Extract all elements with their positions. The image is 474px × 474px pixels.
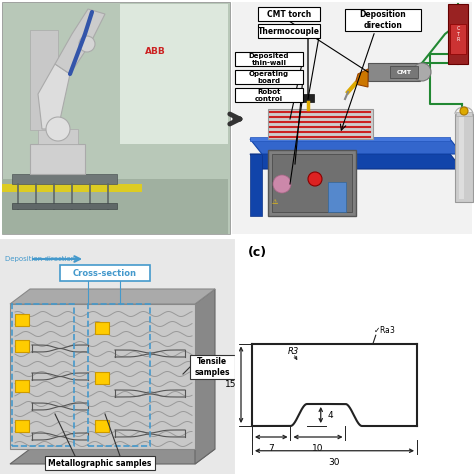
Text: 15: 15 xyxy=(225,380,237,389)
Bar xyxy=(95,322,109,334)
Polygon shape xyxy=(250,154,462,169)
Bar xyxy=(0,237,237,474)
Bar xyxy=(390,66,418,78)
Bar xyxy=(272,154,352,212)
Text: 10: 10 xyxy=(312,444,324,453)
Text: Metallographic samples: Metallographic samples xyxy=(48,458,152,467)
Polygon shape xyxy=(55,9,105,74)
Circle shape xyxy=(460,107,468,115)
Polygon shape xyxy=(10,289,215,304)
Circle shape xyxy=(413,63,431,81)
Bar xyxy=(302,94,314,102)
Bar xyxy=(268,109,373,139)
Text: C
T
R: C T R xyxy=(456,26,460,42)
Bar xyxy=(250,154,262,216)
Bar xyxy=(237,237,474,474)
Bar xyxy=(368,63,420,81)
Bar xyxy=(60,265,150,281)
Text: 7: 7 xyxy=(268,444,274,453)
Circle shape xyxy=(46,117,70,141)
Bar xyxy=(258,7,320,21)
Bar xyxy=(250,137,450,141)
Text: Deposition direction: Deposition direction xyxy=(5,256,75,262)
Text: Deposited
thin-wall: Deposited thin-wall xyxy=(249,53,289,65)
Text: Operating
board: Operating board xyxy=(249,71,289,83)
Text: Cross-section: Cross-section xyxy=(73,268,137,277)
Bar xyxy=(30,30,58,130)
Text: R3: R3 xyxy=(288,347,299,356)
Bar xyxy=(456,112,472,116)
Text: (c): (c) xyxy=(248,246,267,259)
Text: Deposition
direction: Deposition direction xyxy=(360,10,406,30)
Bar xyxy=(235,70,303,84)
Bar xyxy=(12,174,117,184)
Text: Robot
control: Robot control xyxy=(255,89,283,101)
Text: CMT torch: CMT torch xyxy=(267,9,311,18)
Text: ⚠: ⚠ xyxy=(272,199,278,205)
Polygon shape xyxy=(195,289,215,464)
Bar xyxy=(88,304,150,446)
Bar xyxy=(268,150,356,216)
Polygon shape xyxy=(38,64,70,129)
Bar xyxy=(15,314,29,326)
Bar xyxy=(448,4,468,64)
Bar xyxy=(232,2,472,234)
Polygon shape xyxy=(355,69,368,87)
Circle shape xyxy=(308,172,322,186)
Bar xyxy=(455,114,473,202)
Bar xyxy=(95,372,109,384)
Bar xyxy=(328,182,346,212)
Bar xyxy=(30,144,85,174)
Bar xyxy=(459,117,464,199)
Polygon shape xyxy=(10,449,215,464)
Text: CMT: CMT xyxy=(396,70,411,74)
Bar xyxy=(190,355,235,379)
Bar xyxy=(235,88,303,102)
Bar xyxy=(45,456,155,470)
Bar xyxy=(38,129,78,144)
Bar xyxy=(258,24,320,38)
Polygon shape xyxy=(250,139,462,154)
Bar xyxy=(2,2,230,234)
Bar xyxy=(15,420,29,432)
Bar xyxy=(345,9,421,31)
Bar xyxy=(450,24,466,54)
Bar xyxy=(12,304,74,446)
Text: $\checkmark$Ra3: $\checkmark$Ra3 xyxy=(373,324,396,335)
Text: 30: 30 xyxy=(329,458,340,467)
Bar xyxy=(2,184,142,192)
Bar xyxy=(15,380,29,392)
Bar xyxy=(15,340,29,352)
Bar xyxy=(95,420,109,432)
Circle shape xyxy=(79,36,95,52)
Bar xyxy=(2,179,228,234)
Bar xyxy=(120,4,228,144)
Text: 4: 4 xyxy=(328,410,334,419)
Text: ABB: ABB xyxy=(145,47,165,56)
Bar xyxy=(235,52,303,66)
Bar xyxy=(10,304,195,449)
Text: Tensile
samples: Tensile samples xyxy=(194,357,230,377)
Bar xyxy=(12,203,117,209)
Circle shape xyxy=(273,175,291,193)
Text: Thermocouple: Thermocouple xyxy=(258,27,320,36)
